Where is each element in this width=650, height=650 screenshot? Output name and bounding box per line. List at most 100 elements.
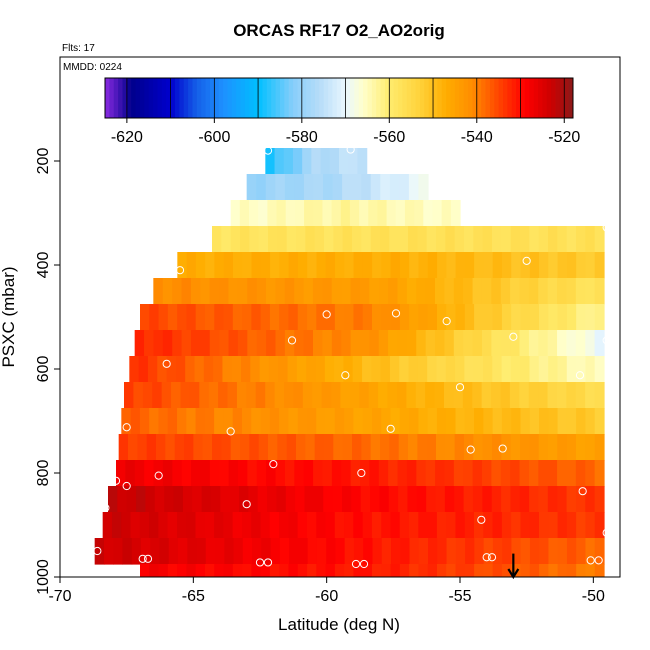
heat-cell [167,304,178,331]
heat-cell [159,538,170,565]
heat-cell [195,304,206,331]
heat-cell [117,486,128,513]
heat-cell [186,512,197,539]
heat-cell [566,356,577,383]
colorbar-swatch [428,78,434,118]
observation-point [575,371,585,380]
heat-cell [594,278,605,305]
heat-cell [194,356,205,383]
heat-cell [492,564,503,577]
heat-cell [483,252,494,279]
colorbar-swatch [314,78,320,118]
heat-cell [260,252,271,279]
heat-cell [399,512,410,539]
heat-cell [313,174,324,201]
heat-cell [268,434,278,461]
heat-cell [260,408,271,435]
heat-cell [94,538,105,565]
heat-cell [279,564,290,577]
heat-cell [575,460,586,487]
heat-cell [200,460,211,487]
heat-cell [566,460,577,487]
heat-cell [251,408,262,435]
heat-cell [342,174,353,201]
heat-cell [322,330,333,357]
heat-cell [239,486,249,513]
colorbar-swatch [468,78,473,118]
heat-cell [324,434,334,461]
heat-cell [303,460,314,487]
heat-cell [153,460,164,487]
heat-cell [370,226,381,253]
heat-cell [547,486,558,513]
heat-cell [221,434,232,461]
heat-cell [251,252,262,279]
heat-cell [175,356,186,383]
heat-cell [379,486,390,513]
heat-cell [539,252,549,279]
heat-cell [408,434,418,461]
observation-point [138,554,147,563]
colorbar-swatch [332,78,338,118]
heat-cell [381,252,392,279]
heat-cell [325,304,336,331]
heat-cell [520,226,530,253]
heat-cell [594,252,605,279]
heat-cell [158,408,169,435]
colorbar-swatch [481,78,487,118]
colorbar-swatch [139,78,145,118]
heat-cell [362,512,373,539]
heat-cell [362,356,372,383]
observation-point [482,553,491,562]
heat-cell [455,512,466,539]
heat-cell [212,226,222,253]
colorbar-swatch [454,78,460,118]
heat-cell [231,356,242,383]
heat-cell [501,512,512,539]
heat-cell [137,434,148,461]
colorbar-swatch [398,78,403,118]
heat-cell [288,564,299,577]
observation-point [93,546,102,556]
colorbar-swatch [555,78,561,118]
heat-cell [247,460,258,487]
heat-cell [371,408,382,435]
heat-cell [344,252,355,279]
heat-cell [153,278,164,305]
x-axis: -70 -65 -60 -55 -50 [48,577,605,605]
heat-cell [260,512,271,539]
colorbar-swatch [319,78,325,118]
colorbar-swatch [218,78,224,118]
heat-cell [320,148,331,175]
heat-cell [396,382,407,409]
colorbar-swatch [358,78,364,118]
heat-cell [333,226,344,253]
heat-cell [436,564,447,577]
heat-cell [529,434,540,461]
heat-cell [313,200,323,227]
heat-cell [185,356,196,383]
heat-cell [292,148,303,175]
heat-cell [566,538,577,565]
observation-point [154,471,163,480]
heat-cell [274,382,285,409]
heat-cell [378,460,389,487]
heat-cell [270,252,280,279]
heat-cell [303,174,315,201]
heat-cell [528,330,539,357]
heat-cell [181,330,192,357]
heat-cell [279,304,290,331]
heat-cell [103,538,114,565]
heat-cell [121,408,132,435]
heat-cell [275,330,286,357]
heat-cell [279,512,289,539]
heat-cell [266,460,277,487]
heat-cell [335,538,346,565]
heat-cell [520,356,531,383]
heat-cell [177,304,187,331]
colorbar-swatch [433,78,438,118]
heat-cell [389,356,400,383]
chart-title: ORCAS RF17 O2_AO2orig [233,21,445,40]
colorbar-swatch [389,78,395,118]
heat-cell [297,564,308,577]
